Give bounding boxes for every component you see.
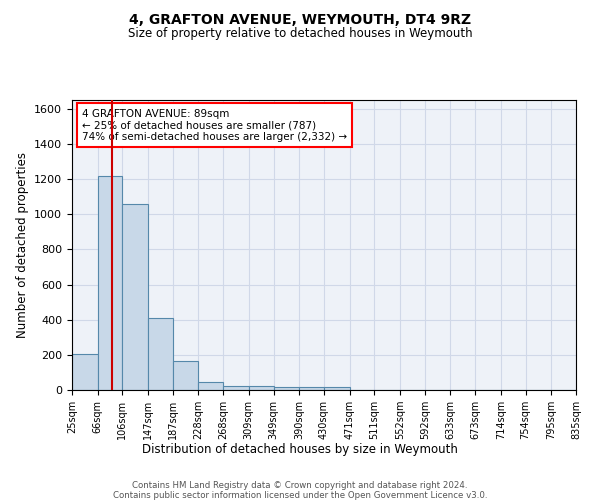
Bar [72, 354, 98, 390]
Bar [199, 382, 223, 390]
Bar [122, 204, 148, 390]
Text: Distribution of detached houses by size in Weymouth: Distribution of detached houses by size … [142, 442, 458, 456]
Bar [249, 386, 274, 390]
Text: 4 GRAFTON AVENUE: 89sqm
← 25% of detached houses are smaller (787)
74% of semi-d: 4 GRAFTON AVENUE: 89sqm ← 25% of detache… [82, 108, 347, 142]
Bar [299, 388, 324, 390]
Bar [223, 386, 249, 390]
Bar [324, 388, 350, 390]
Bar [274, 388, 299, 390]
Text: 4, GRAFTON AVENUE, WEYMOUTH, DT4 9RZ: 4, GRAFTON AVENUE, WEYMOUTH, DT4 9RZ [129, 12, 471, 26]
Bar [173, 361, 199, 390]
Text: Contains HM Land Registry data © Crown copyright and database right 2024.
Contai: Contains HM Land Registry data © Crown c… [113, 480, 487, 500]
Y-axis label: Number of detached properties: Number of detached properties [16, 152, 29, 338]
Bar [98, 176, 122, 390]
Bar [148, 318, 173, 390]
Text: Size of property relative to detached houses in Weymouth: Size of property relative to detached ho… [128, 28, 472, 40]
